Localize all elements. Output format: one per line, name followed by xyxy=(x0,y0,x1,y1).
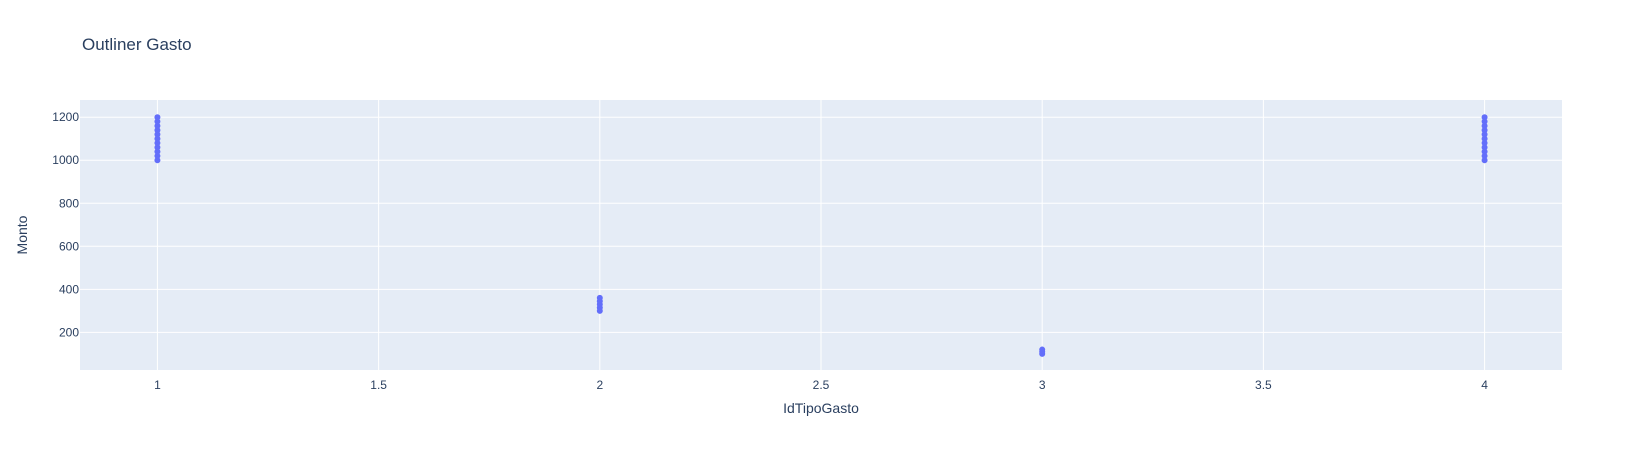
x-tick-label: 2.5 xyxy=(813,378,830,392)
x-axis-ticks: 1 1.5 2 2.5 3 3.5 4 xyxy=(154,378,1488,392)
x-tick-label: 1.5 xyxy=(370,378,387,392)
data-point[interactable] xyxy=(1481,122,1488,129)
x-tick-label: 2 xyxy=(596,378,603,392)
data-point[interactable] xyxy=(154,140,161,147)
data-point[interactable] xyxy=(154,118,161,125)
data-point[interactable] xyxy=(154,127,161,134)
y-tick-label: 1000 xyxy=(52,153,79,167)
data-point[interactable] xyxy=(154,135,161,142)
data-point[interactable] xyxy=(596,294,603,301)
chart-title: Outliner Gasto xyxy=(82,35,192,54)
data-point[interactable] xyxy=(154,114,161,121)
data-point[interactable] xyxy=(1481,127,1488,134)
data-points xyxy=(154,114,1488,357)
x-tick-label: 3 xyxy=(1039,378,1046,392)
data-point[interactable] xyxy=(154,122,161,129)
y-tick-label: 800 xyxy=(59,196,79,210)
data-point[interactable] xyxy=(1481,114,1488,121)
data-point[interactable] xyxy=(154,152,161,159)
data-point[interactable] xyxy=(1481,152,1488,159)
y-tick-label: 1200 xyxy=(52,110,79,124)
data-point[interactable] xyxy=(154,131,161,138)
data-point[interactable] xyxy=(154,148,161,155)
data-point[interactable] xyxy=(1481,135,1488,142)
data-point[interactable] xyxy=(1481,148,1488,155)
x-tick-label: 1 xyxy=(154,378,161,392)
y-axis-title: Monto xyxy=(14,215,30,254)
data-point[interactable] xyxy=(154,157,161,164)
data-point[interactable] xyxy=(1481,157,1488,164)
y-tick-label: 600 xyxy=(59,239,79,253)
grid-lines xyxy=(80,100,1562,370)
y-axis-ticks: 200 400 600 800 1000 1200 xyxy=(52,110,79,339)
x-axis-title: IdTipoGasto xyxy=(783,400,859,416)
data-point[interactable] xyxy=(1039,346,1046,353)
x-tick-label: 3.5 xyxy=(1255,378,1272,392)
data-point[interactable] xyxy=(1481,131,1488,138)
y-tick-label: 200 xyxy=(59,325,79,339)
data-point[interactable] xyxy=(1481,144,1488,151)
data-point[interactable] xyxy=(1481,140,1488,147)
data-point[interactable] xyxy=(154,144,161,151)
x-tick-label: 4 xyxy=(1481,378,1488,392)
y-tick-label: 400 xyxy=(59,282,79,296)
data-point[interactable] xyxy=(1481,118,1488,125)
